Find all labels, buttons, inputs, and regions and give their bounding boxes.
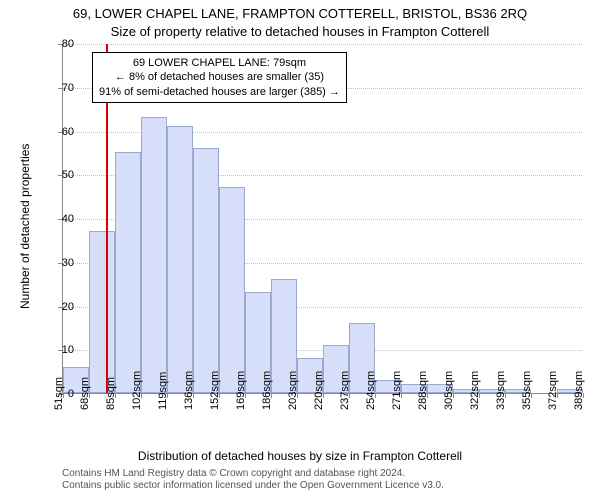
ytick-label: 60 [44,126,74,138]
annotation-line1: 69 LOWER CHAPEL LANE: 79sqm [99,56,340,70]
annotation-line3: 91% of semi-detached houses are larger (… [99,85,340,99]
chart-title-line2: Size of property relative to detached ho… [0,24,600,39]
ytick-label: 70 [44,82,74,94]
gridline [63,44,582,45]
ytick-label: 10 [44,344,74,356]
footer-line2: Contains public sector information licen… [62,480,582,491]
histogram-bar [141,117,167,393]
histogram-bar [167,126,193,393]
ytick-label: 80 [44,38,74,50]
y-axis-label: Number of detached properties [18,144,32,309]
annotation-box: 69 LOWER CHAPEL LANE: 79sqm ← 8% of deta… [92,52,347,103]
histogram-bar [115,152,141,393]
ytick-label: 20 [44,301,74,313]
ytick-label: 50 [44,169,74,181]
x-axis-label: Distribution of detached houses by size … [0,449,600,463]
chart-title-line1: 69, LOWER CHAPEL LANE, FRAMPTON COTTEREL… [0,6,600,21]
histogram-bar [193,148,219,393]
footer-line1: Contains HM Land Registry data © Crown c… [62,468,582,479]
annotation-line2: ← 8% of detached houses are smaller (35) [99,70,340,84]
histogram-bar [89,231,115,393]
histogram-bar [219,187,245,393]
ytick-label: 30 [44,257,74,269]
ytick-label: 40 [44,213,74,225]
